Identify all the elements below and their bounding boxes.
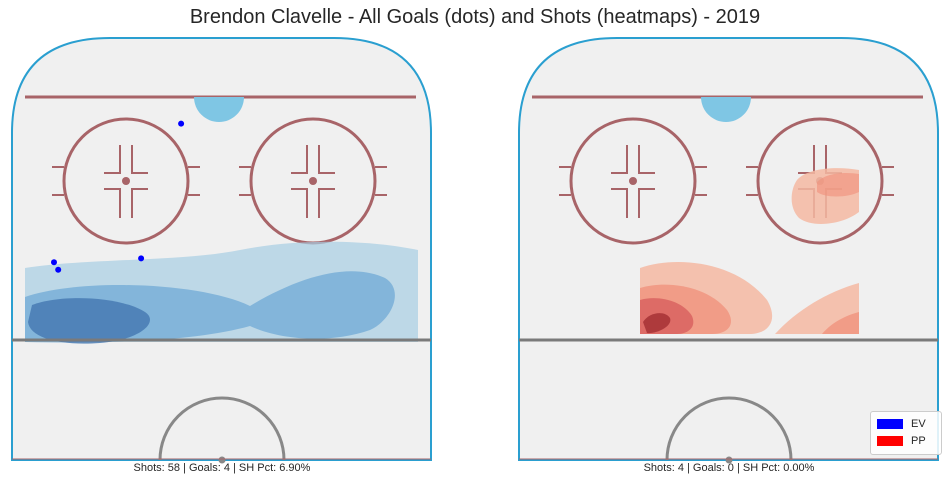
legend-item-pp: PP xyxy=(877,434,926,448)
legend-label-ev: EV xyxy=(911,418,926,430)
legend-swatch-ev xyxy=(877,419,903,429)
rink-boards-left xyxy=(11,37,432,461)
faceoff-circle-left-1 xyxy=(52,117,200,245)
goal-crease-right xyxy=(701,97,751,122)
goal-dot xyxy=(51,259,57,266)
goal-dot xyxy=(55,266,62,273)
rink-panel-right xyxy=(518,37,939,464)
legend: EV PP xyxy=(870,411,942,455)
center-circle-left xyxy=(158,396,286,461)
shot-heatmap-right xyxy=(640,168,859,335)
shot-heatmap-left xyxy=(25,241,418,344)
goal-crease-left xyxy=(194,97,244,122)
chart-title: Brendon Clavelle - All Goals (dots) and … xyxy=(189,6,761,28)
legend-label-pp: PP xyxy=(911,435,926,447)
legend-swatch-pp xyxy=(877,436,903,446)
caption-right: Shots: 4 | Goals: 0 | SH Pct: 0.00% xyxy=(643,462,815,474)
caption-left: Shots: 58 | Goals: 4 | SH Pct: 6.90% xyxy=(133,462,311,474)
goal-dot xyxy=(138,255,145,262)
faceoff-circle-right-1 xyxy=(559,117,707,245)
legend-item-ev: EV xyxy=(877,417,926,431)
rink-boards-right xyxy=(518,37,939,461)
goal-dot xyxy=(178,120,185,127)
rink-panel-left xyxy=(11,37,432,464)
center-circle-right xyxy=(665,396,793,461)
goal-dots-left xyxy=(51,120,185,273)
